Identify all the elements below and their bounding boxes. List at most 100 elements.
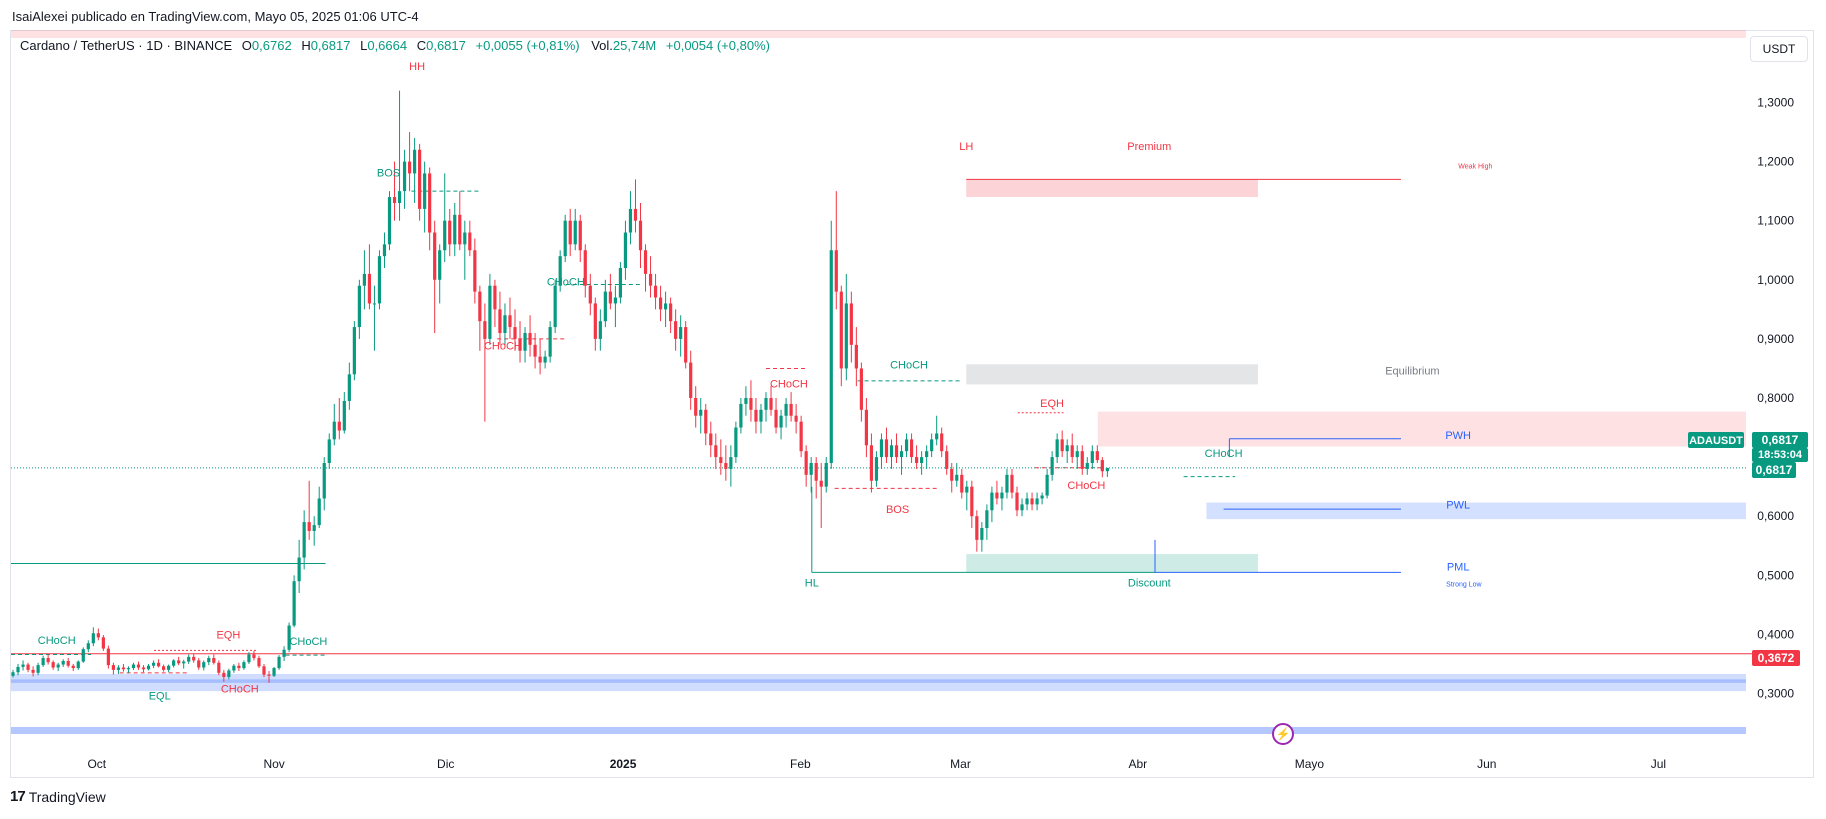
- candle-body: [794, 415, 798, 422]
- x-tick-label: Abr: [1128, 757, 1147, 771]
- candle-body: [202, 662, 206, 668]
- candle-body: [764, 398, 768, 410]
- candle-body: [945, 451, 949, 469]
- y-tick-label: 0,3000: [1757, 687, 1794, 701]
- candle-body: [819, 480, 823, 487]
- candle-body: [643, 250, 648, 274]
- candle-body: [327, 439, 331, 464]
- candle-body: [950, 468, 954, 481]
- lightning-event-icon[interactable]: ⚡: [1272, 723, 1294, 745]
- candle-body: [583, 250, 587, 286]
- chart-annotation: CHoCH: [547, 277, 585, 289]
- candle-body: [483, 321, 487, 339]
- candle-body: [558, 256, 562, 286]
- discount-zone: [966, 554, 1258, 573]
- candle-body: [468, 232, 472, 251]
- candle-body: [694, 398, 698, 416]
- candle-body: [814, 463, 818, 481]
- candle-body: [548, 327, 552, 357]
- candle-body: [493, 285, 497, 310]
- candle-body: [970, 486, 974, 517]
- candle-body: [61, 660, 65, 665]
- chart-annotation: CHoCH: [890, 359, 928, 371]
- open-label: O: [241, 38, 252, 53]
- candle-body: [1005, 474, 1009, 493]
- premium-zone: [966, 179, 1258, 198]
- candle-body: [899, 451, 904, 458]
- low-label: L: [360, 38, 368, 53]
- last-price-tag: 0,6817: [1762, 433, 1799, 447]
- volume-change: +0,0054 (+0,80%): [665, 38, 770, 53]
- candle-body: [714, 445, 718, 458]
- candle-body: [156, 662, 161, 667]
- candle-body: [207, 658, 211, 663]
- candle-body: [56, 664, 60, 668]
- candle-body: [252, 654, 256, 659]
- candle-body: [377, 256, 382, 304]
- candle-body: [724, 463, 728, 469]
- symbol-name[interactable]: Cardano / TetherUS · 1D · BINANCE: [20, 38, 233, 53]
- candle-body: [86, 643, 90, 650]
- candle-body: [1070, 445, 1074, 458]
- pwl-zone: [1206, 502, 1746, 520]
- candle-body: [1055, 439, 1059, 458]
- candle-body: [121, 667, 126, 670]
- currency-unit-button[interactable]: USDT: [1750, 36, 1808, 62]
- candle-body: [628, 208, 633, 233]
- candle-body: [1030, 498, 1034, 505]
- high-value: 0,6817: [310, 38, 351, 53]
- candle-body: [749, 398, 753, 410]
- candle-body: [177, 660, 181, 664]
- candle-body: [1020, 504, 1024, 511]
- candle-body: [869, 445, 874, 481]
- candle-body: [679, 327, 683, 339]
- tradingview-footer: 17 TradingView: [10, 788, 106, 805]
- candle-body: [704, 409, 708, 434]
- candle-body: [31, 669, 35, 673]
- x-tick-label: Mayo: [1295, 757, 1325, 771]
- candle-body: [302, 522, 306, 558]
- candle-body: [458, 214, 462, 245]
- tradingview-brand[interactable]: TradingView: [28, 788, 106, 805]
- candle-body: [187, 656, 191, 662]
- chart-annotation: HH: [409, 61, 425, 73]
- candle-body: [478, 291, 482, 322]
- candle-body: [162, 666, 166, 670]
- candle-body: [423, 173, 427, 209]
- candle-body: [242, 662, 246, 669]
- candle-body: [126, 668, 131, 670]
- candle-body: [413, 149, 417, 174]
- chart-annotation: Strong Low: [1446, 582, 1482, 589]
- candle-body: [317, 498, 321, 526]
- candle-body: [824, 463, 828, 487]
- candle-body: [382, 244, 387, 257]
- candle-body: [884, 439, 889, 458]
- candle-body: [167, 665, 171, 670]
- candle-body: [538, 356, 542, 363]
- candle-body: [337, 421, 341, 431]
- x-tick-label: 2025: [610, 757, 637, 771]
- candle-body: [1080, 451, 1084, 469]
- x-tick-label: Oct: [87, 757, 106, 771]
- demand-zone-line: [11, 679, 1746, 683]
- change-value: +0,0055 (+0,81%): [475, 38, 580, 53]
- chart-annotation: PWL: [1446, 500, 1470, 512]
- candle-body: [985, 510, 989, 529]
- candle-body: [940, 433, 944, 452]
- candle-body: [362, 273, 366, 286]
- y-tick-label: 0,9000: [1757, 332, 1794, 346]
- x-tick-label: Nov: [263, 757, 284, 771]
- chart-annotation: Discount: [1128, 578, 1171, 590]
- candle-body: [146, 665, 151, 670]
- chart-annotation: CHoCH: [289, 636, 327, 648]
- demand-zone: [11, 673, 1746, 692]
- candle-body: [849, 303, 853, 345]
- candle-body: [920, 457, 924, 464]
- chart-annotation: CHoCH: [484, 341, 522, 353]
- candle-body: [262, 666, 266, 675]
- candle-body: [352, 327, 356, 375]
- chart-annotation: EQH: [216, 630, 240, 642]
- candle-body: [995, 492, 999, 499]
- candle-body: [719, 457, 723, 464]
